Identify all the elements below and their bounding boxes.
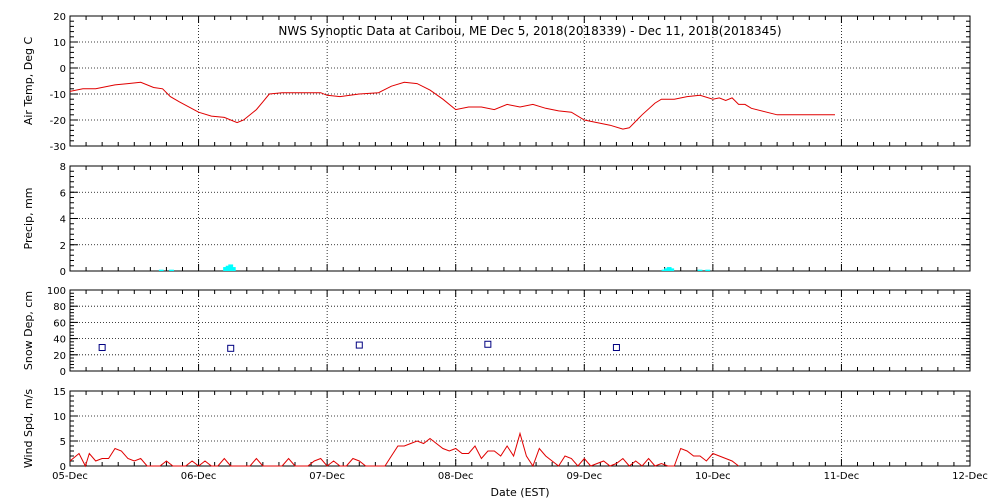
x-tick-label: 12-Dec: [952, 471, 988, 482]
precip-bar: [666, 267, 672, 271]
snow-depth-point: [227, 344, 235, 352]
snow-depth-point: [484, 340, 492, 348]
y-tick-label: 60: [53, 318, 66, 329]
x-axis-label: Date (EST): [490, 486, 549, 499]
snow-depth-point: [98, 344, 106, 352]
x-tick-label: 06-Dec: [181, 471, 217, 482]
snow-depth-point: [355, 341, 363, 349]
y-tick-label: 2: [60, 241, 66, 252]
panel-frame: [69, 390, 971, 467]
y-tick-label: 40: [53, 335, 66, 346]
precip-bar: [230, 267, 236, 271]
panel-frame: [69, 289, 971, 372]
y-tick-label: -10: [50, 90, 66, 101]
y-tick-label: 100: [47, 286, 66, 297]
precip-bar: [225, 265, 231, 271]
x-tick-label: 07-Dec: [309, 471, 345, 482]
y-tick-label: 8: [60, 162, 66, 173]
y-tick-label: 15: [53, 387, 66, 398]
y-tick-label: 0: [60, 367, 66, 378]
y-tick-label: 5: [60, 437, 66, 448]
precip-bar: [228, 264, 234, 271]
y-tick-label: -30: [50, 142, 66, 153]
y-tick-label: 20: [53, 351, 66, 362]
y-tick-label: 0: [60, 267, 66, 278]
x-tick-label: 10-Dec: [695, 471, 731, 482]
snow-depth-point: [612, 344, 620, 352]
y-tick-label: 0: [60, 462, 66, 473]
series-line: [69, 431, 739, 468]
precip-bar: [661, 269, 667, 271]
x-tick-label: 09-Dec: [566, 471, 602, 482]
y-tick-label: 6: [60, 188, 66, 199]
precip-bar: [697, 269, 703, 271]
precip-bar: [705, 269, 711, 271]
y-tick-label: -20: [50, 116, 66, 127]
y-axis-label: Air Temp, Deg C: [22, 37, 35, 126]
precip-bar: [158, 269, 164, 271]
precip-bar: [669, 268, 675, 271]
y-axis-label: Precip, mm: [22, 188, 35, 250]
y-tick-label: 80: [53, 302, 66, 313]
x-tick-label: 05-Dec: [52, 471, 88, 482]
y-tick-label: 0: [60, 64, 66, 75]
x-tick-label: 11-Dec: [824, 471, 860, 482]
y-tick-label: 10: [53, 412, 66, 423]
precip-bar: [664, 268, 669, 271]
y-tick-label: 10: [53, 38, 66, 49]
y-tick-label: 20: [53, 12, 66, 23]
chart-title: NWS Synoptic Data at Caribou, ME Dec 5, …: [278, 24, 781, 38]
y-axis-label: Snow Dep, cm: [22, 291, 35, 370]
y-tick-label: 4: [60, 215, 66, 226]
y-axis-label: Wind Spd, m/s: [22, 389, 35, 469]
precip-bar: [223, 267, 228, 271]
x-tick-label: 08-Dec: [438, 471, 474, 482]
series-line: [69, 81, 835, 130]
precip-bar: [169, 269, 174, 271]
